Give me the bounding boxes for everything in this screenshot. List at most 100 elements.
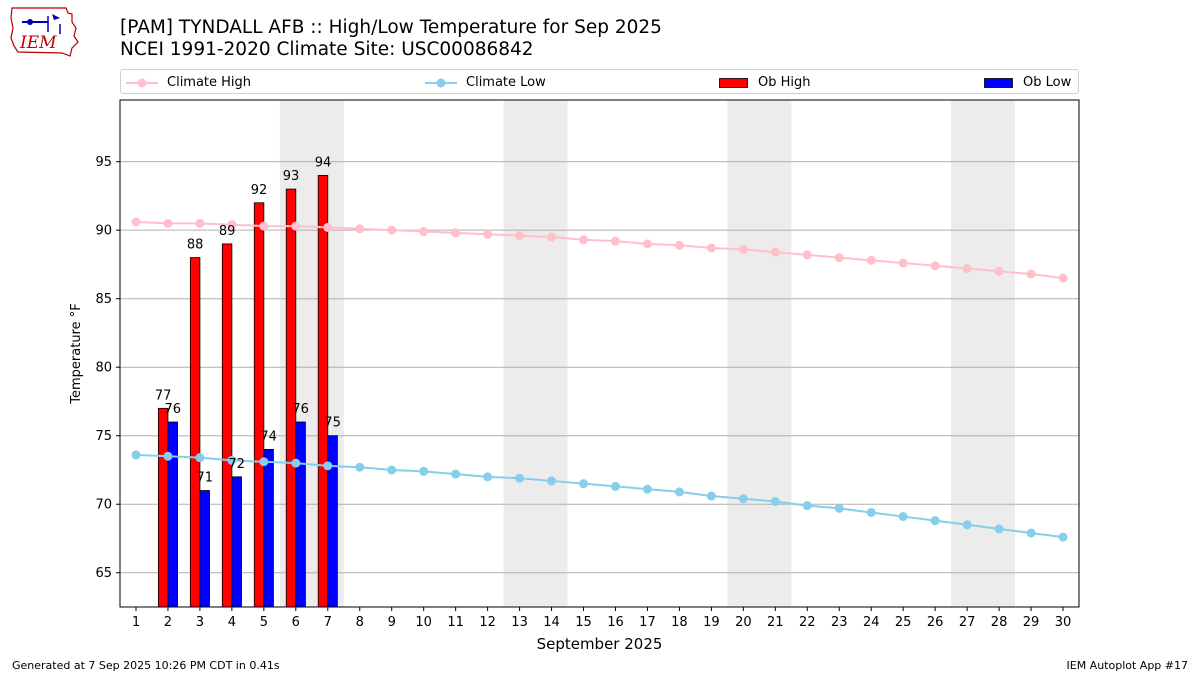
climate-low-point [642,484,652,494]
bar-ob-high [253,202,265,608]
bar-ob-high [189,257,201,608]
ob-low-data-label: 76 [164,402,181,417]
legend-label-climate-low: Climate Low [466,75,546,90]
x-tick-label: 29 [1023,615,1040,630]
legend-marker-ob-low [984,77,1013,88]
ob-low-data-label: 74 [260,429,277,444]
climate-high-point [898,258,908,268]
climate-low-point [610,481,620,491]
ob-low-data-label: 75 [324,416,341,431]
climate-high-point [387,225,397,235]
x-tick-label: 23 [831,615,848,630]
x-tick-label: 22 [799,615,816,630]
climate-high-point [930,261,940,271]
bar-ob-high [157,407,169,608]
climate-high-point [579,235,589,245]
climate-high-point [163,218,173,228]
x-tick-label: 6 [292,615,300,630]
climate-low-point [163,451,173,461]
y-tick-label: 65 [95,566,112,581]
legend-marker-climate-high [126,78,158,87]
legend-item-ob-low: Ob Low [984,70,1071,95]
bar-ob-high [317,174,329,608]
ob-low-data-label: 72 [228,457,245,472]
bar-ob-low [231,476,242,608]
climate-low-point [451,469,461,479]
x-tick-label: 11 [447,615,464,630]
y-tick-label: 75 [95,429,112,444]
climate-low-point [834,503,844,513]
bar-ob-low [327,435,338,608]
legend-label-ob-low: Ob Low [1023,75,1072,90]
climate-high-point [547,232,557,242]
climate-low-point [227,455,237,465]
y-tick-label: 80 [95,361,112,376]
y-tick-label: 70 [95,498,112,513]
climate-low-point [898,512,908,522]
climate-high-point [834,253,844,263]
bar-ob-low [263,449,274,608]
climate-high-point [770,247,780,257]
climate-high-point [866,255,876,265]
legend-item-climate-low: Climate Low [425,70,546,95]
chart-subtitle: NCEI 1991-2020 Climate Site: USC00086842 [120,39,534,60]
climate-high-point [419,227,429,237]
climate-low-point [323,461,333,471]
x-tick-label: 14 [543,615,560,630]
climate-low-point [579,479,589,489]
ob-low-data-label: 76 [292,402,309,417]
climate-low-point [195,453,205,463]
x-tick-label: 3 [196,615,204,630]
climate-high-point [706,243,716,253]
weekend-band [727,100,792,607]
bar-ob-high [285,188,297,608]
climate-low-point [770,496,780,506]
x-tick-label: 16 [607,615,624,630]
ob-high-data-label: 88 [187,238,204,253]
climate-low-point [483,472,493,482]
x-tick-label: 13 [511,615,528,630]
climate-low-point [419,466,429,476]
x-tick-label: 26 [927,615,944,630]
climate-low-point [515,473,525,483]
ob-low-data-label: 71 [196,471,213,486]
climate-high-point [451,228,461,238]
x-tick-label: 28 [991,615,1008,630]
climate-high-point [483,229,493,239]
x-axis-label: September 2025 [537,635,663,653]
x-tick-label: 30 [1055,615,1072,630]
bar-ob-high [221,243,233,608]
x-tick-label: 2 [164,615,172,630]
climate-low-point [1058,532,1068,542]
bar-ob-low [167,421,178,608]
x-tick-label: 9 [388,615,396,630]
climate-high-point [515,231,525,241]
climate-low-point [259,457,269,467]
climate-low-point [706,491,716,501]
legend-item-ob-high: Ob High [719,70,811,95]
y-tick-label: 85 [95,292,112,307]
legend-item-climate-high: Climate High [126,70,251,95]
climate-high-point [355,224,365,234]
climate-low-point [994,524,1004,534]
legend-label-climate-high: Climate High [167,75,252,90]
climate-low-point [291,458,301,468]
chart-title: [PAM] TYNDALL AFB :: High/Low Temperatur… [120,17,662,38]
footer-app-id: IEM Autoplot App #17 [1066,659,1189,672]
y-tick-label: 95 [95,155,112,170]
x-tick-label: 25 [895,615,912,630]
climate-low-line [135,453,1064,539]
climate-high-point [802,250,812,260]
x-tick-label: 8 [356,615,364,630]
climate-high-point [738,244,748,254]
logo-text: IEM [19,33,57,53]
climate-low-point [962,520,972,530]
x-tick-label: 17 [639,615,656,630]
climate-high-line [135,220,1064,280]
climate-low-point [131,450,141,460]
climate-low-point [802,501,812,511]
legend-marker-ob-high [719,77,748,88]
climate-low-point [930,516,940,526]
x-tick-label: 1 [132,615,140,630]
